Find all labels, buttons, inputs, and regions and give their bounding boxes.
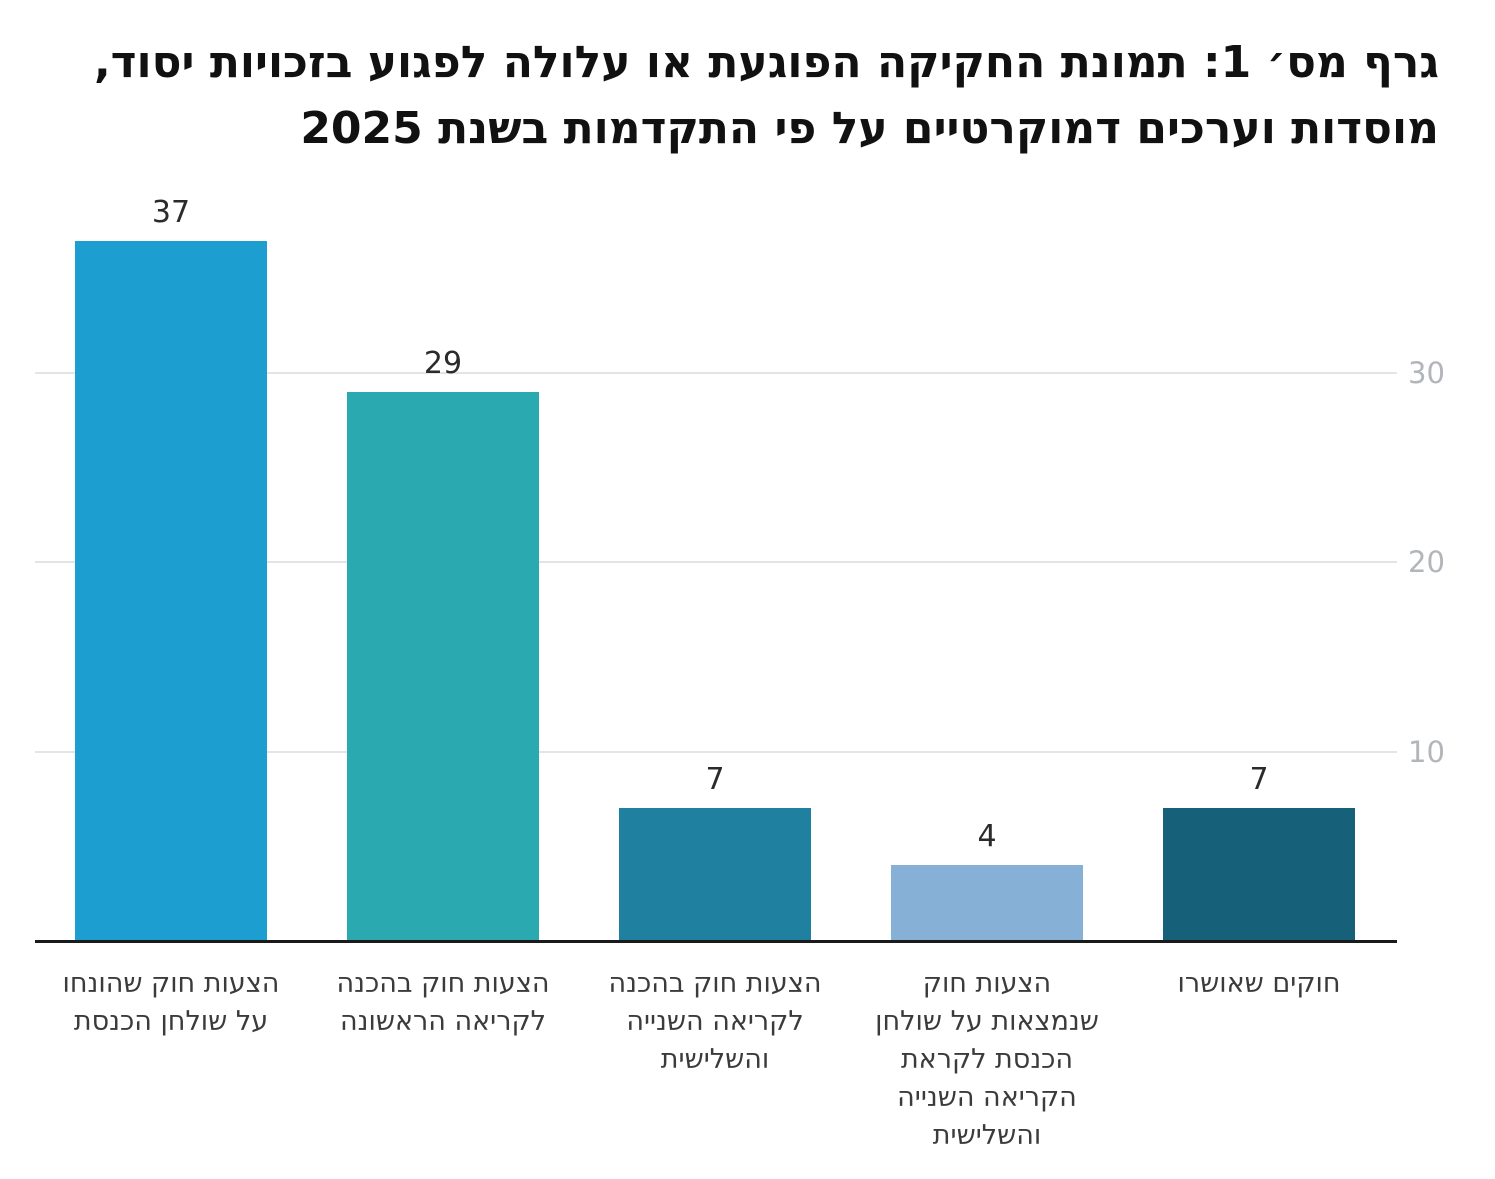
bar-4 [891, 865, 1083, 941]
bar-1 [75, 240, 267, 941]
bar-5 [1163, 808, 1355, 941]
bar-value-label-3: 7 [705, 762, 725, 798]
x-axis-line [35, 940, 1397, 943]
y-tick-label-20: 20 [1408, 545, 1445, 580]
bar-2 [347, 392, 539, 941]
y-tick-label-30: 30 [1408, 356, 1445, 391]
bar-3 [619, 808, 811, 941]
bar-value-label-5: 7 [1249, 762, 1269, 798]
bar-value-label-1: 37 [151, 194, 191, 230]
x-category-label-2: הצעות חוק בהכנה לקריאה הראשונה [336, 968, 550, 1037]
gridline-20 [35, 561, 1397, 564]
chart-title: גרף מס׳ 1: תמונת החקיקה הפוגעת או עלולה … [93, 37, 1439, 154]
x-category-label-1: הצעות חוק שהונחו על שולחן הכנסת [62, 968, 280, 1037]
x-category-label-4: הצעות חוק שנמצאות על שולחן הכנסת לקראת ה… [875, 968, 1099, 1151]
y-tick-label-10: 10 [1408, 734, 1445, 769]
x-category-label-5: חוקים שאושרו [1177, 968, 1341, 999]
x-category-label-3: הצעות חוק בהכנה לקריאה השנייה והשלישית [608, 968, 822, 1075]
bar-value-label-4: 4 [977, 819, 997, 855]
bar-value-label-2: 29 [423, 346, 463, 382]
gridline-30 [35, 372, 1397, 375]
gridline-10 [35, 750, 1397, 753]
